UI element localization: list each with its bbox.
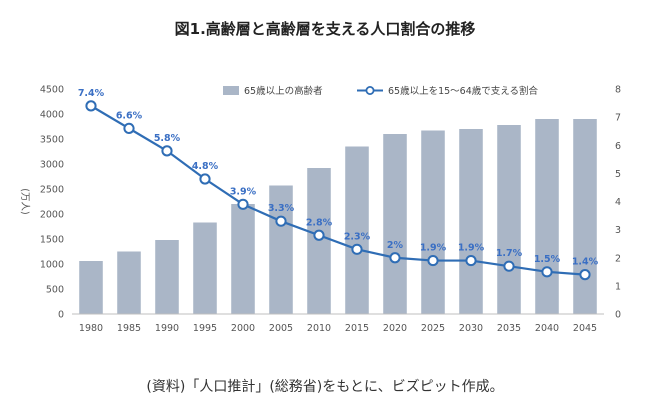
legend: 65歳以上の高齢者 65歳以上を15〜64歳で支える割合 (223, 85, 538, 97)
bar (117, 251, 141, 314)
x-tick-label: 1985 (117, 323, 141, 334)
bar (459, 129, 483, 314)
line-point (85, 100, 97, 112)
line-point (579, 269, 591, 281)
legend-marker (365, 86, 375, 96)
data-label: 2.3% (344, 231, 371, 242)
x-tick-label: 1995 (193, 323, 217, 334)
x-tick-label: 2025 (421, 323, 445, 334)
source-note: (資料)「人口推計」(総務省)をもとに、ビズピット作成。 (146, 379, 504, 395)
data-label: 3.9% (230, 186, 257, 197)
bar (193, 222, 217, 314)
line-point (161, 145, 173, 157)
data-label: 3.3% (268, 203, 295, 214)
data-label: 2.8% (306, 217, 333, 228)
chart-title: 図1.高齢層と高齢層を支える人口割合の推移 (174, 20, 476, 38)
bar (231, 204, 255, 314)
y2-tick-label: 2 (615, 253, 621, 264)
y-tick-label: 0 (58, 310, 64, 321)
y-tick-label: 2500 (40, 185, 64, 196)
y2-tick-label: 1 (615, 281, 621, 292)
y2-tick-label: 8 (615, 85, 621, 96)
data-label: 1.9% (458, 243, 485, 254)
y2-tick-label: 5 (615, 169, 621, 180)
x-tick-label: 2005 (269, 323, 293, 334)
x-tick-label: 2020 (383, 323, 407, 334)
data-label: 7.4% (78, 88, 105, 99)
data-label: 1.7% (496, 248, 523, 259)
y-tick-label: 4500 (40, 85, 64, 96)
x-tick-label: 2010 (307, 323, 331, 334)
legend-label-bar: 65歳以上の高齢者 (244, 85, 323, 97)
bar (345, 146, 369, 314)
y-tick-label: 1500 (40, 235, 64, 246)
bar-series (79, 119, 597, 314)
legend-swatch-bar (223, 86, 239, 95)
chart: 0 500 1000 1500 2000 2500 3000 3500 4000 4500 0 1 2… (19, 85, 621, 335)
line-path (90, 104, 586, 276)
data-label: 1.5% (534, 254, 561, 265)
line-point (313, 229, 325, 241)
x-tick-label: 2030 (459, 323, 483, 334)
line-point (351, 243, 363, 255)
legend-label-line: 65歳以上を15〜64歳で支える割合 (388, 85, 538, 97)
bar (421, 130, 445, 314)
bar (155, 240, 179, 314)
y-axis-left: 0 500 1000 1500 2000 2500 3000 3500 4000 4500 (40, 85, 64, 321)
x-tick-label: 1980 (79, 323, 103, 334)
x-tick-label: 1990 (155, 323, 179, 334)
line-point (541, 266, 553, 278)
x-axis: 1980 1985 1990 1995 2000 2005 2010 2015 2020 2025… (72, 313, 604, 334)
y-tick-label: 1000 (40, 260, 64, 271)
data-label: 6.6% (116, 110, 143, 121)
y2-tick-label: 6 (615, 141, 621, 152)
y2-tick-label: 4 (615, 197, 621, 208)
data-label: 4.8% (192, 161, 219, 172)
bar (497, 125, 521, 314)
line-point (123, 122, 135, 134)
bar (383, 134, 407, 314)
line-point (503, 260, 515, 272)
y-tick-label: 2000 (40, 210, 64, 221)
line-point (275, 215, 287, 227)
x-tick-label: 2045 (573, 323, 597, 334)
y-tick-label: 3000 (40, 160, 64, 171)
line-point (199, 173, 211, 185)
y-tick-label: 4000 (40, 110, 64, 121)
y-axis-label: (万人) (19, 188, 30, 214)
x-tick-label: 2000 (231, 323, 255, 334)
y-tick-label: 500 (46, 285, 64, 296)
y2-tick-label: 3 (615, 225, 621, 236)
y2-tick-label: 0 (615, 310, 621, 321)
y-axis-right: 0 1 2 3 4 5 6 7 8 (615, 85, 621, 321)
data-label: 5.8% (154, 133, 181, 144)
line-point (237, 198, 249, 210)
bar (307, 168, 331, 314)
x-tick-label: 2035 (497, 323, 521, 334)
x-tick-label: 2040 (535, 323, 559, 334)
bar (535, 119, 559, 314)
bar (573, 119, 597, 314)
y-tick-label: 3500 (40, 135, 64, 146)
data-label: 2% (387, 240, 404, 251)
bar (79, 261, 103, 314)
line-point (465, 254, 477, 267)
data-label: 1.9% (420, 243, 447, 254)
y2-tick-label: 7 (615, 113, 621, 124)
line-series: 7.4% 6.6% 5.8% 4.8% 3.9% 3.3% 2.8% 2.3% 2% 1.9% 1.… (78, 88, 599, 281)
line-point (389, 252, 401, 264)
line-point (427, 254, 439, 267)
data-label: 1.4% (572, 257, 599, 268)
x-tick-label: 2015 (345, 323, 369, 334)
